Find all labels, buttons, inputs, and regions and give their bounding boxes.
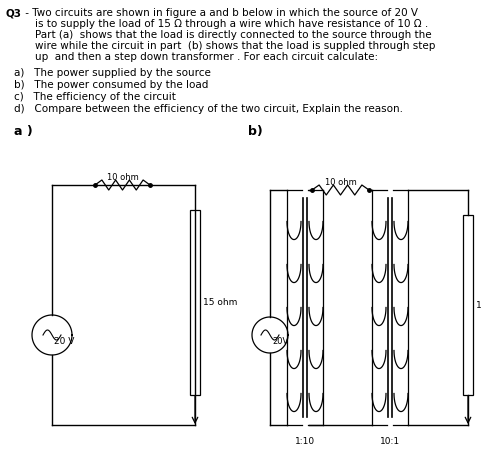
Text: is to supply the load of 15 Ω through a wire which have resistance of 10 Ω .: is to supply the load of 15 Ω through a … [22, 19, 428, 29]
Text: - Two circuits are shown in figure a and b below in which the source of 20 V: - Two circuits are shown in figure a and… [22, 8, 418, 18]
Text: c)   The efficiency of the circuit: c) The efficiency of the circuit [14, 92, 176, 102]
Text: up  and then a step down transformer . For each circuit calculate:: up and then a step down transformer . Fo… [22, 52, 378, 62]
Text: 10 ohm: 10 ohm [107, 173, 138, 182]
Text: b): b) [248, 125, 263, 138]
Text: 15 ohm: 15 ohm [476, 300, 482, 310]
Text: 20 V: 20 V [54, 338, 74, 347]
Text: 10 ohm: 10 ohm [324, 178, 356, 187]
Text: a ): a ) [14, 125, 33, 138]
Bar [463, 215, 473, 395]
Text: Q3: Q3 [6, 8, 22, 18]
Text: 20V: 20V [272, 338, 288, 347]
Text: a)   The power supplied by the source: a) The power supplied by the source [14, 68, 211, 78]
Text: 10:1: 10:1 [380, 437, 400, 446]
Text: 1:10: 1:10 [295, 437, 315, 446]
Text: b)   The power consumed by the load: b) The power consumed by the load [14, 80, 208, 90]
Text: d)   Compare between the efficiency of the two circuit, Explain the reason.: d) Compare between the efficiency of the… [14, 104, 403, 114]
Bar [190, 210, 200, 395]
Text: 15 ohm: 15 ohm [203, 298, 237, 307]
Text: wire while the circuit in part  (b) shows that the load is suppled through step: wire while the circuit in part (b) shows… [22, 41, 435, 51]
Text: Part (a)  shows that the load is directly connected to the source through the: Part (a) shows that the load is directly… [22, 30, 431, 40]
